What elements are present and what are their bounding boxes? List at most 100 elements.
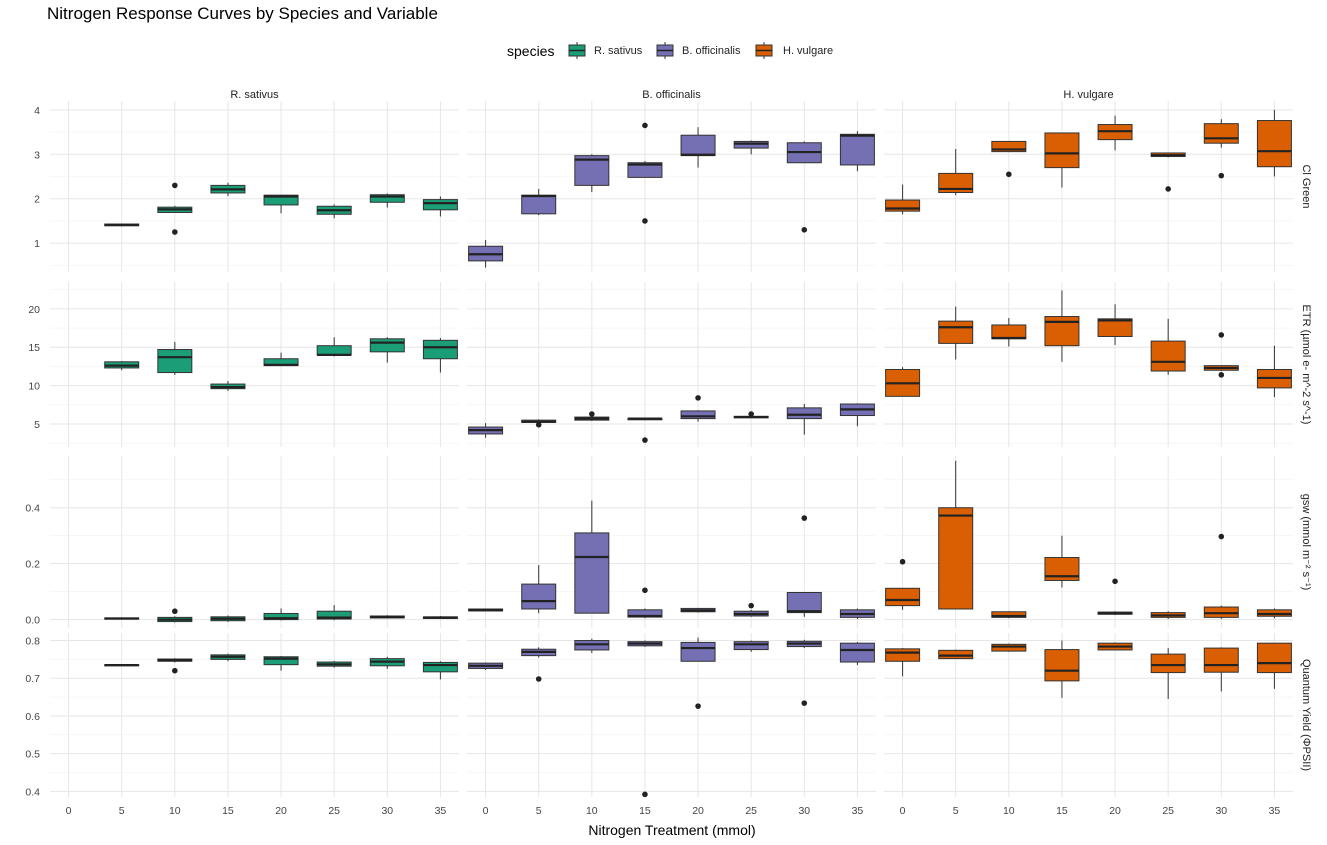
y-tick-label: 4 (34, 105, 40, 117)
outlier-point (748, 411, 754, 417)
panel-cl-green-b-officinalis (467, 101, 876, 272)
box-h-vulgare-n30 (1203, 123, 1239, 144)
x-tick-label: 35 (852, 805, 864, 817)
outlier-point (172, 667, 178, 674)
box-b-officinalis-n25 (733, 641, 769, 651)
x-tick-label: 10 (1003, 805, 1015, 817)
box-h-vulgare-n15 (1044, 557, 1080, 581)
legend-key-h-vulgare (755, 42, 773, 59)
strip-title-gsw-mmol-m-s: gsw (mmol m⁻² s⁻¹) (1300, 494, 1312, 591)
box-h-vulgare-n5 (938, 507, 974, 610)
box-h-vulgare-n5 (938, 649, 974, 660)
box-r-sativus-n30 (369, 194, 405, 203)
box-b-officinalis-n15 (627, 609, 663, 618)
legend: species R. sativus B. officinalis H. vul… (507, 42, 833, 59)
outlier-point (535, 676, 542, 682)
panel-etr-mol-e-m-2-s-1-h-vulgare (884, 282, 1293, 447)
box-h-vulgare-n15 (1044, 649, 1080, 682)
legend-title: species (507, 43, 554, 59)
box-r-sativus-n35 (422, 661, 458, 673)
x-tick-label: 15 (222, 805, 234, 817)
strip-title-quantum-yield-psii: Quantum Yield (ΦPSII) (1300, 659, 1312, 771)
box-r-sativus-n20 (263, 612, 299, 621)
box-b-officinalis-n15 (627, 162, 663, 178)
box-b-officinalis-n20 (680, 134, 716, 157)
outlier-point (642, 122, 648, 129)
x-tick-label: 15 (1056, 805, 1068, 817)
box-h-vulgare-n5 (938, 320, 974, 344)
x-tick-label: 25 (1162, 805, 1174, 817)
x-tick-label: 0 (483, 805, 489, 817)
outlier-point (1218, 332, 1225, 338)
box-b-officinalis-n5 (521, 194, 557, 215)
x-tick-label: 5 (536, 805, 542, 817)
legend-label-h-vulgare: H. vulgare (783, 45, 833, 57)
outlier-point (642, 791, 648, 798)
box-h-vulgare-n10 (991, 611, 1027, 618)
box-b-officinalis-n20 (680, 410, 716, 420)
panel-cl-green-h-vulgare (884, 101, 1293, 272)
y-tick-label: 0.4 (25, 503, 40, 515)
panel-quantum-yield-psii-h-vulgare (884, 633, 1293, 797)
box-h-vulgare-n15 (1044, 132, 1080, 169)
box-h-vulgare-n10 (991, 643, 1027, 652)
outlier-point (801, 700, 808, 706)
outlier-point (801, 515, 808, 521)
y-tick-label: 10 (28, 381, 40, 393)
box-b-officinalis-n35 (839, 133, 875, 166)
x-tick-label: 30 (1215, 805, 1227, 817)
panel-quantum-yield-psii-b-officinalis (467, 633, 876, 798)
outlier-point (172, 229, 178, 235)
box-r-sativus-n10 (157, 349, 193, 374)
box-h-vulgare-n5 (938, 172, 974, 193)
outlier-point (642, 437, 648, 443)
box-b-officinalis-n10 (574, 532, 610, 614)
y-tick-label: 0.8 (25, 636, 40, 648)
y-tick-label: 0.4 (25, 786, 40, 798)
strip-title-r-sativus: R. sativus (230, 89, 279, 101)
x-tick-label: 30 (381, 805, 393, 817)
box-b-officinalis-n35 (839, 642, 875, 663)
x-tick-label: 15 (639, 805, 651, 817)
x-tick-label: 35 (435, 805, 447, 817)
x-tick-label: 30 (798, 805, 810, 817)
box-h-vulgare-n25 (1150, 653, 1186, 674)
box-r-sativus-n35 (422, 339, 458, 360)
box-r-sativus-n20 (263, 194, 299, 206)
panel-etr-mol-e-m-2-s-1-r-sativus (50, 282, 459, 447)
strip-title-etr-mol-e-m-2-s-1: ETR (µmol e- m^-2 s^-1) (1300, 305, 1312, 425)
box-b-officinalis-n30 (786, 407, 822, 420)
panel-cl-green-r-sativus (50, 101, 459, 272)
x-tick-label: 25 (328, 805, 340, 817)
panel-etr-mol-e-m-2-s-1-b-officinalis (467, 282, 876, 447)
outlier-point (801, 227, 808, 233)
panel-quantum-yield-psii-r-sativus (50, 633, 459, 797)
y-tick-label: 0.2 (25, 559, 40, 571)
legend-key-r-sativus (568, 42, 586, 59)
y-tick-label: 15 (28, 342, 40, 354)
x-tick-label: 20 (275, 805, 287, 817)
y-tick-label: 3 (34, 149, 40, 161)
outlier-point (1218, 172, 1225, 179)
box-h-vulgare-n0 (885, 587, 921, 607)
legend-label-b-officinalis: B. officinalis (682, 45, 741, 57)
y-tick-label: 20 (28, 304, 40, 316)
box-h-vulgare-n10 (991, 140, 1027, 153)
outlier-point (589, 411, 595, 417)
x-axis-title: Nitrogen Treatment (mmol) (588, 822, 755, 838)
outlier-point (535, 421, 542, 428)
box-h-vulgare-n25 (1150, 340, 1186, 372)
x-tick-label: 20 (1109, 805, 1121, 817)
outlier-point (695, 395, 701, 401)
box-h-vulgare-n30 (1203, 647, 1239, 673)
outlier-point (1112, 578, 1118, 585)
x-tick-label: 25 (745, 805, 757, 817)
strip-title-b-officinalis: B. officinalis (642, 89, 701, 101)
panel-gsw-mmol-m-s-r-sativus (50, 456, 459, 628)
outlier-point (1218, 533, 1225, 540)
box-b-officinalis-n25 (733, 140, 769, 149)
box-r-sativus-n20 (263, 656, 299, 666)
outlier-point (642, 587, 648, 594)
y-tick-label: 2 (34, 194, 40, 206)
outlier-point (748, 602, 754, 609)
